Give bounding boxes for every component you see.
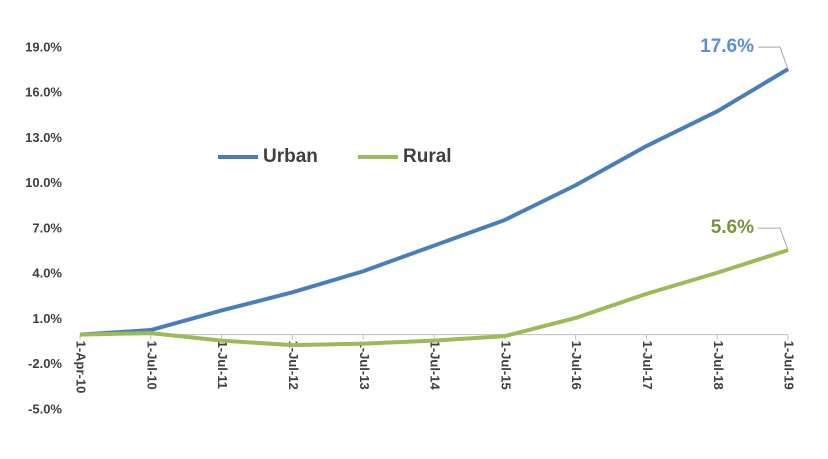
x-tick-label: 1-Apr-10 [74, 341, 89, 394]
y-tick-label: -2.0% [28, 356, 62, 371]
series-line [79, 67, 790, 337]
x-tick-label: 1-Jul-13 [357, 341, 372, 390]
y-tick-label: 1.0% [32, 311, 62, 326]
x-tick-label: 1-Jul-16 [569, 341, 584, 390]
x-tick-label: 1-Jul-15 [498, 341, 513, 390]
y-tick-label: 19.0% [25, 39, 62, 54]
leader-line [758, 46, 789, 70]
series-line [79, 248, 789, 348]
y-tick-label: 4.0% [32, 266, 62, 281]
x-tick-label: 1-Jul-17 [640, 341, 655, 390]
x-tick-label: 1-Jul-10 [144, 341, 159, 390]
x-tick-label: 1-Jul-12 [286, 341, 301, 390]
value-label: 5.6% [711, 217, 754, 238]
y-tick-label: 7.0% [32, 220, 62, 235]
x-tick-label: 1-Jul-19 [782, 341, 797, 390]
x-tick-label: 1-Jul-14 [428, 341, 443, 391]
legend-label: Urban [263, 146, 318, 167]
value-label: 17.6% [700, 36, 754, 57]
y-tick-label: 10.0% [25, 175, 62, 190]
x-tick-label: 1-Jul-11 [215, 341, 230, 389]
x-tick-label: 1-Jul-18 [711, 341, 726, 390]
y-tick-label: 16.0% [25, 85, 62, 100]
y-tick-label: 13.0% [25, 130, 62, 145]
y-tick-label: -5.0% [28, 401, 62, 416]
leader-line [758, 227, 789, 251]
legend-label: Rural [403, 146, 452, 167]
